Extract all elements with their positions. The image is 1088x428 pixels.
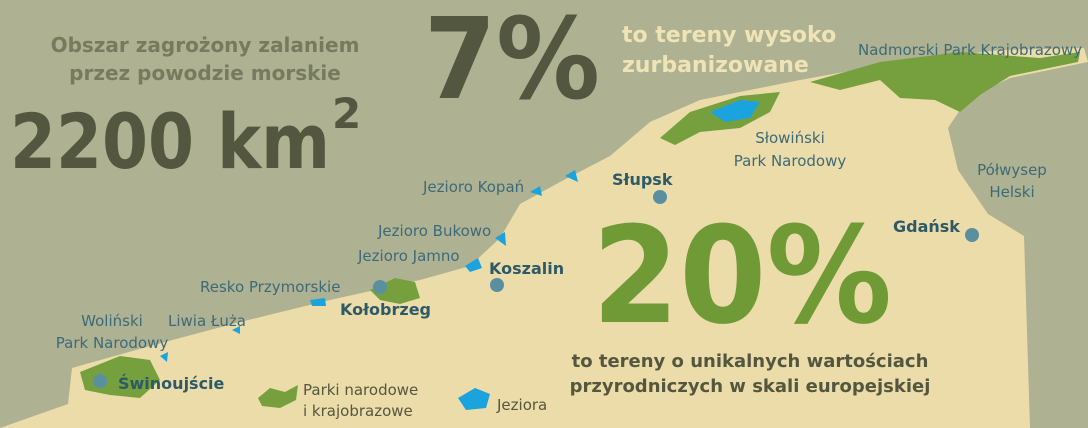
- land: [0, 48, 1088, 428]
- city-label: Słupsk: [612, 170, 673, 189]
- place-label: Woliński: [81, 312, 143, 330]
- city-label: Świnoujście: [118, 374, 225, 393]
- place-label: Słowiński: [755, 129, 825, 147]
- place-label: Resko Przymorskie: [200, 278, 340, 296]
- nature-label: przyrodniczych w skali europejskiej: [570, 376, 931, 397]
- place-label: Nadmorski Park Krajobrazowy: [858, 41, 1082, 59]
- lakes: [160, 100, 760, 410]
- headline-value: 2200 km: [10, 97, 330, 186]
- place-label: Jezioro Kopań: [422, 178, 524, 196]
- nature-value: 20%: [592, 198, 892, 354]
- place-label: Helski: [989, 183, 1034, 201]
- place-label: Park Narodowy: [734, 152, 847, 170]
- headline-sup: 2: [332, 89, 361, 138]
- legend-label: Parki narodowe: [303, 381, 418, 399]
- urban-label: to tereny wysoko: [622, 23, 836, 48]
- place-label: Park Narodowy: [56, 334, 169, 352]
- place-label: Jezioro Bukowo: [377, 222, 491, 240]
- headline-label: przez powodzie morskie: [69, 61, 341, 85]
- place-label: Półwysep: [977, 161, 1047, 179]
- headline-label: Obszar zagrożony zalaniem: [51, 33, 360, 57]
- city-label: Koszalin: [489, 259, 564, 278]
- legend-label: Jeziora: [496, 396, 547, 414]
- city-label: Kołobrzeg: [340, 300, 431, 319]
- city-label: Gdańsk: [893, 217, 960, 236]
- legend-label: i krajobrazowe: [303, 402, 413, 420]
- urban-label: zurbanizowane: [622, 53, 809, 78]
- city-dots: [93, 190, 979, 388]
- nature-label: to tereny o unikalnych wartościach: [572, 351, 929, 372]
- place-label: Liwia Łuża: [168, 312, 246, 330]
- place-label: Jezioro Jamno: [357, 247, 460, 265]
- urban-value: 7%: [424, 0, 600, 125]
